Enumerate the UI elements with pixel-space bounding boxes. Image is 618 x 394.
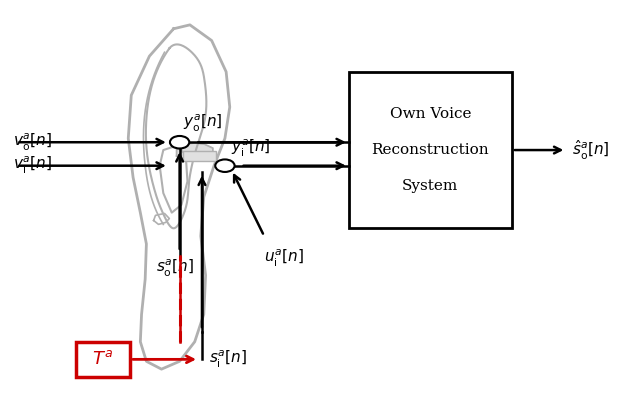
- Circle shape: [170, 136, 189, 149]
- Text: $s_\mathrm{o}^{a}[n]$: $s_\mathrm{o}^{a}[n]$: [156, 258, 194, 279]
- Text: $\hat{s}_\mathrm{o}^{a}[n]$: $\hat{s}_\mathrm{o}^{a}[n]$: [572, 138, 610, 162]
- Bar: [183, 151, 216, 161]
- Text: $v_\mathrm{i}^{a}[n]$: $v_\mathrm{i}^{a}[n]$: [14, 155, 53, 176]
- Text: System: System: [402, 179, 459, 193]
- Text: Reconstruction: Reconstruction: [371, 143, 489, 157]
- Text: $u_\mathrm{i}^{a}[n]$: $u_\mathrm{i}^{a}[n]$: [265, 248, 304, 269]
- Text: Own Voice: Own Voice: [389, 107, 471, 121]
- Bar: [349, 72, 512, 228]
- Text: $y_\mathrm{i}^{a}[n]$: $y_\mathrm{i}^{a}[n]$: [231, 138, 271, 159]
- Text: $v_\mathrm{o}^{a}[n]$: $v_\mathrm{o}^{a}[n]$: [14, 132, 53, 153]
- Text: $T^{a}$: $T^{a}$: [92, 350, 114, 368]
- Text: $y_\mathrm{o}^{a}[n]$: $y_\mathrm{o}^{a}[n]$: [183, 113, 222, 134]
- Text: $s_\mathrm{i}^{a}[n]$: $s_\mathrm{i}^{a}[n]$: [210, 349, 247, 370]
- Bar: [75, 342, 130, 377]
- Circle shape: [215, 160, 235, 172]
- Polygon shape: [177, 143, 213, 161]
